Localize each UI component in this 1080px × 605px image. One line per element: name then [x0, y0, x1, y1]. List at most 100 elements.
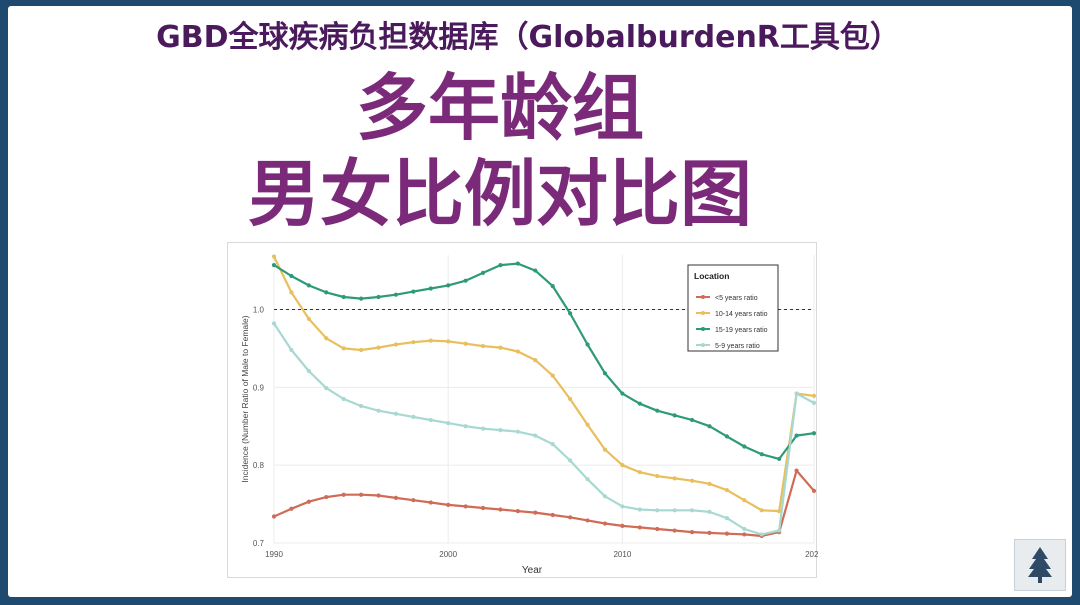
data-point: [446, 339, 451, 344]
data-point: [463, 341, 468, 346]
data-point: [393, 495, 399, 500]
data-point: [759, 508, 764, 513]
data-point: [376, 408, 381, 413]
data-point: [463, 504, 468, 509]
data-point: [620, 523, 625, 528]
data-point: [498, 428, 503, 433]
data-point: [515, 261, 520, 266]
series-line-3: [273, 322, 815, 536]
data-point: [480, 343, 486, 349]
data-point: [777, 508, 782, 514]
data-point: [655, 526, 660, 532]
data-point: [515, 429, 520, 434]
data-point: [585, 518, 590, 523]
data-point: [306, 499, 311, 504]
data-point: [724, 531, 730, 536]
data-point: [480, 505, 486, 511]
line-chart: 0.7 0.8 0.9 1.0 1990 2000 2010 2021 Year Incidenc…: [240, 254, 818, 576]
data-point: [446, 421, 451, 426]
data-point: [794, 391, 799, 396]
data-point: [341, 294, 346, 300]
y-tick-label: 0.7: [253, 539, 265, 548]
legend-box: [687, 264, 779, 352]
data-point: [289, 347, 294, 353]
data-point: [358, 492, 364, 497]
data-point: [411, 340, 416, 345]
data-point: [341, 346, 346, 351]
data-point: [689, 417, 695, 423]
x-tick-label: 2000: [439, 550, 457, 559]
data-point: [568, 311, 573, 316]
data-point: [271, 321, 277, 326]
data-point: [811, 393, 817, 398]
legend-swatch-dot: [701, 343, 705, 347]
data-point: [568, 396, 573, 402]
x-tick-label: 2021: [805, 550, 818, 559]
data-point: [411, 289, 416, 294]
data-point: [289, 506, 294, 511]
data-point: [724, 487, 730, 493]
data-point: [689, 478, 695, 483]
data-point: [585, 342, 590, 347]
legend-swatch-dot: [701, 327, 705, 331]
data-point: [777, 528, 782, 533]
data-point: [585, 422, 590, 427]
data-point: [550, 284, 555, 289]
data-point: [393, 411, 399, 416]
data-point: [324, 386, 329, 391]
data-point: [324, 494, 329, 500]
data-point: [358, 347, 364, 353]
data-point: [271, 254, 277, 259]
data-point: [306, 283, 311, 288]
data-point: [707, 481, 712, 486]
data-point: [428, 500, 433, 505]
data-point: [585, 477, 590, 482]
legend-title: Location: [694, 271, 729, 281]
main-title-line1: 多年龄组: [355, 66, 644, 150]
data-point: [811, 431, 817, 436]
data-point: [568, 458, 573, 463]
data-point: [707, 509, 712, 514]
data-point: [759, 452, 764, 457]
data-point: [602, 371, 608, 376]
data-point: [498, 507, 503, 512]
legend-swatch-dot: [701, 295, 705, 299]
data-point: [742, 444, 747, 449]
data-point: [672, 528, 677, 533]
data-point: [515, 349, 520, 354]
data-point: [794, 433, 799, 438]
data-point: [689, 530, 695, 535]
data-point: [724, 515, 730, 521]
data-point: [655, 408, 660, 413]
data-point: [637, 507, 642, 512]
data-point: [550, 373, 555, 378]
data-point: [672, 508, 677, 513]
data-point: [358, 403, 364, 409]
data-point: [533, 268, 538, 273]
data-point: [655, 473, 660, 479]
data-point: [811, 488, 817, 493]
data-point: [655, 508, 660, 513]
data-point: [550, 512, 555, 518]
x-tick-label: 2010: [613, 550, 631, 559]
data-point: [637, 525, 642, 530]
data-point: [724, 434, 730, 439]
data-point: [341, 396, 346, 402]
data-point: [376, 345, 381, 350]
series-line-2: [273, 262, 815, 460]
data-point: [411, 498, 416, 503]
data-point: [393, 342, 399, 347]
data-point: [689, 508, 695, 513]
slide: GBD全球疾病负担数据库（GlobalburdenR工具包） 多年龄组 男女比例…: [8, 6, 1072, 597]
data-point: [533, 357, 538, 363]
data-point: [428, 338, 433, 343]
data-point: [289, 290, 294, 295]
y-tick-label: 1.0: [253, 305, 265, 314]
data-point: [515, 508, 520, 514]
data-point: [428, 417, 433, 423]
data-point: [463, 278, 468, 283]
logo: [1014, 539, 1066, 591]
legend-entry: 15-19 years ratio: [715, 327, 768, 334]
data-point: [777, 456, 782, 462]
data-point: [602, 447, 608, 452]
